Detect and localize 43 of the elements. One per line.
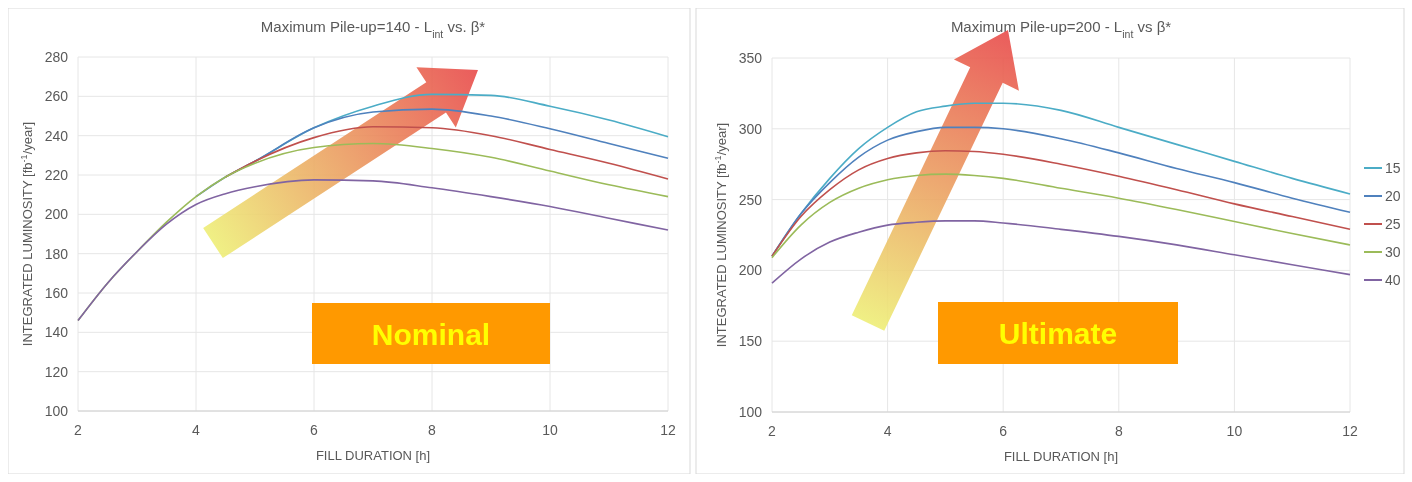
x-tick-label: 8 bbox=[428, 422, 437, 438]
legend-label: 30 bbox=[1385, 244, 1401, 260]
annotation: Nominal bbox=[371, 317, 491, 351]
legend-label: 40 bbox=[1385, 272, 1401, 288]
y-tick-label: 140 bbox=[44, 324, 69, 341]
x-tick-label: 12 bbox=[1342, 423, 1358, 439]
legend-label: 25 bbox=[1385, 216, 1401, 232]
y-tick-label: 120 bbox=[44, 363, 69, 380]
x-tick-label: 10 bbox=[1226, 423, 1243, 439]
x-tick-label: 2 bbox=[768, 423, 777, 439]
y-tick-label: 260 bbox=[44, 88, 69, 105]
y-tick-label: 250 bbox=[738, 191, 763, 208]
legend-label: 15 bbox=[1385, 160, 1401, 176]
y-tick-label: 100 bbox=[738, 404, 763, 420]
y-tick-label: 180 bbox=[44, 245, 69, 262]
x-tick-label: 10 bbox=[542, 422, 558, 438]
x-tick-label: 12 bbox=[660, 422, 676, 438]
y-tick-label: 200 bbox=[44, 206, 69, 223]
y-tick-label: 100 bbox=[44, 403, 69, 419]
y-tick-label: 200 bbox=[738, 262, 763, 279]
x-tick-label: 4 bbox=[883, 423, 892, 439]
y-tick-label: 240 bbox=[44, 127, 69, 144]
x-tick-label: 4 bbox=[192, 422, 201, 438]
annotation: Ultimate bbox=[998, 317, 1118, 350]
x-tick-label: 6 bbox=[999, 423, 1008, 439]
line-series bbox=[771, 149, 1351, 258]
line-series bbox=[771, 173, 1351, 259]
x-axis-title: FILL DURATION [h] bbox=[1003, 449, 1119, 464]
y-tick-label: 160 bbox=[44, 285, 69, 301]
y-tick-label: 350 bbox=[738, 50, 763, 66]
chart-title: Maximum Pile-up=200 - L$_{int}$ vs β* bbox=[950, 18, 1172, 40]
x-tick-label: 6 bbox=[310, 422, 319, 438]
y-tick-label: 280 bbox=[44, 49, 69, 65]
line-series bbox=[771, 220, 1351, 284]
x-tick-label: 8 bbox=[1114, 423, 1123, 439]
line-series bbox=[77, 179, 669, 322]
chart-title: Maximum Pile-up=140 - L$_{int}$ vs. β* bbox=[260, 18, 486, 40]
x-tick-label: 2 bbox=[74, 422, 83, 438]
x-axis-title: FILL DURATION [h] bbox=[315, 448, 431, 463]
y-tick-label: 300 bbox=[738, 120, 763, 137]
y-tick-label: 150 bbox=[738, 333, 763, 350]
y-tick-label: 220 bbox=[44, 167, 69, 183]
legend-label: 20 bbox=[1385, 188, 1401, 204]
